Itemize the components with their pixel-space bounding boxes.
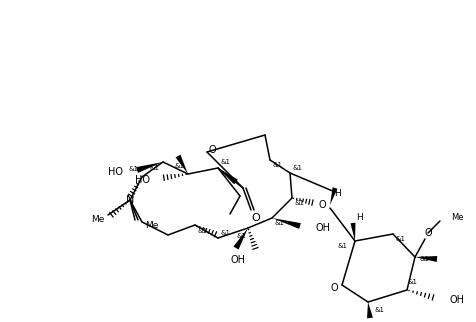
Polygon shape [271,218,300,229]
Polygon shape [175,155,188,174]
Polygon shape [366,302,372,318]
Text: H: H [334,190,341,198]
Polygon shape [350,223,355,241]
Text: &1: &1 [272,162,282,168]
Text: Me: Me [450,213,463,222]
Text: &1: &1 [337,243,347,249]
Text: &1: &1 [220,159,230,165]
Text: &1: &1 [275,220,284,226]
Text: N: N [126,195,134,205]
Text: &1: &1 [237,233,247,239]
Text: O: O [317,200,325,210]
Text: &1: &1 [198,228,208,234]
Text: O: O [329,283,337,293]
Text: &1: &1 [407,279,417,285]
Text: O: O [251,213,260,223]
Text: HO: HO [108,167,123,177]
Text: H: H [356,213,363,222]
Text: HO: HO [135,175,149,185]
Text: &1: &1 [294,200,304,206]
Text: OH: OH [315,223,330,233]
Text: O: O [208,145,215,155]
Text: &1: &1 [129,166,139,172]
Text: &1: &1 [419,256,429,262]
Text: OH: OH [449,295,464,305]
Text: O: O [423,228,431,238]
Text: &1: &1 [175,163,185,169]
Text: &1: &1 [395,236,405,242]
Text: &1: &1 [292,165,302,171]
Polygon shape [414,256,436,262]
Text: &1: &1 [149,165,159,171]
Polygon shape [218,168,238,185]
Polygon shape [136,162,163,173]
Text: Me: Me [91,215,104,224]
Polygon shape [329,187,337,205]
Text: Me: Me [145,221,159,230]
Text: &1: &1 [374,307,384,313]
Text: &1: &1 [220,230,230,236]
Polygon shape [233,228,248,250]
Text: OH: OH [230,255,245,265]
